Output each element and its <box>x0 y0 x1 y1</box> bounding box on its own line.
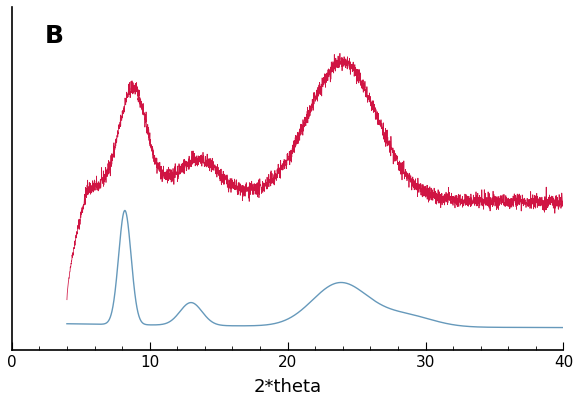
Text: B: B <box>45 24 64 48</box>
X-axis label: 2*theta: 2*theta <box>253 378 322 396</box>
